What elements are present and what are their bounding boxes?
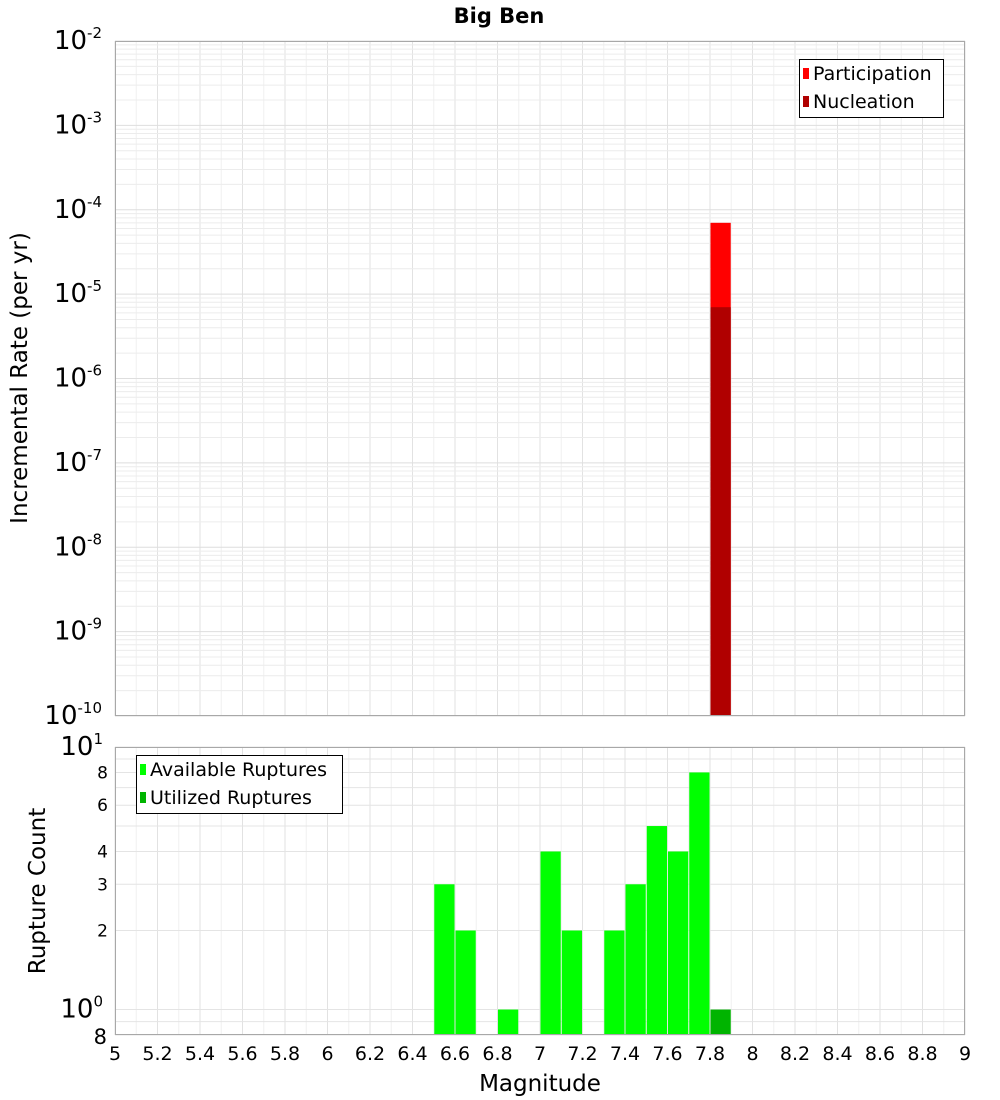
x-tick-label: 7.6 — [652, 1043, 682, 1065]
y-tick-label: 8 — [97, 763, 108, 783]
y-tick-label: 10-3 — [54, 108, 102, 140]
top-y-axis-label: Incremental Rate (per yr) — [7, 232, 33, 524]
y-tick-label: 10-9 — [54, 615, 102, 647]
x-tick-label: 6.6 — [440, 1043, 470, 1065]
y-tick-label: 10-4 — [54, 193, 102, 225]
x-tick-label: 5.2 — [142, 1043, 172, 1065]
y-tick-label: 10-7 — [54, 446, 102, 478]
legend-label: Participation — [813, 63, 932, 85]
bar-nucleation — [710, 307, 731, 716]
y-tick-label: 2 — [97, 922, 108, 942]
x-tick-label: 8.6 — [865, 1043, 895, 1065]
legend-label: Available Ruptures — [150, 759, 327, 781]
legend-box — [136, 755, 343, 814]
x-tick-label: 6.4 — [397, 1043, 427, 1065]
x-tick-label: 8.8 — [907, 1043, 937, 1065]
bar-available-ruptures — [540, 851, 561, 1035]
x-tick-label: 9 — [959, 1043, 971, 1065]
y-tick-label: 10-6 — [54, 362, 102, 394]
bar-available-ruptures — [498, 1009, 519, 1035]
bar-available-ruptures — [561, 930, 582, 1035]
legend-swatch — [803, 68, 809, 79]
legend-swatch — [803, 96, 809, 107]
x-tick-label: 7.2 — [567, 1043, 597, 1065]
x-tick-label: 5.4 — [185, 1043, 215, 1065]
y-tick-label: 10-10 — [44, 699, 102, 731]
bar-available-ruptures — [668, 851, 689, 1035]
x-axis-label: Magnitude — [479, 1071, 601, 1097]
legend-label: Nucleation — [813, 91, 915, 113]
x-tick-label: 5.6 — [227, 1043, 257, 1065]
bottom-y-axis-label: Rupture Count — [25, 808, 51, 974]
bar-available-ruptures — [455, 930, 476, 1035]
y-tick-label: 3 — [97, 875, 108, 895]
y-tick-label: 100 — [60, 993, 103, 1025]
x-tick-label: 7 — [534, 1043, 546, 1065]
bar-available-ruptures — [604, 930, 625, 1035]
bar-available-ruptures — [434, 884, 455, 1035]
y-tick-label: 4 — [97, 842, 108, 862]
legend-label: Utilized Ruptures — [150, 787, 312, 809]
top-plot-area: 10-10 10-9 10-8 10-7 10-6 10-5 10-4 10-3 10-2 Par… — [44, 24, 966, 731]
x-tick-label: 6 — [321, 1043, 333, 1065]
x-tick-label: 7.4 — [610, 1043, 640, 1065]
bottom-legend: Available Ruptures Utilized Ruptures — [136, 755, 343, 814]
top-legend: Participation Nucleation — [799, 59, 944, 118]
y-tick-label: 6 — [97, 796, 108, 816]
bar-utilized-ruptures — [710, 1009, 731, 1035]
top-plot-border — [115, 41, 965, 716]
legend-swatch — [140, 792, 146, 803]
y-tick-label: 10-5 — [54, 277, 102, 309]
legend-box — [799, 59, 944, 118]
x-tick-label: 8.2 — [780, 1043, 810, 1065]
bottom-plot-border — [115, 747, 965, 1035]
x-tick-label: 8 — [746, 1043, 758, 1065]
y-tick-label-bottom: 8 — [94, 1025, 107, 1049]
legend-swatch — [140, 764, 146, 775]
bar-available-ruptures — [646, 826, 667, 1035]
y-tick-label: 101 — [60, 730, 103, 762]
x-tick-label: 5.8 — [270, 1043, 300, 1065]
y-tick-label: 10-2 — [54, 24, 102, 56]
bar-available-ruptures — [625, 884, 646, 1035]
x-tick-label: 6.2 — [355, 1043, 385, 1065]
x-tick-label: 7.8 — [695, 1043, 725, 1065]
y-tick-label: 10-8 — [54, 530, 102, 562]
bar-available-ruptures — [689, 772, 710, 1035]
x-tick-label: 8.4 — [822, 1043, 852, 1065]
x-tick-label: 6.8 — [482, 1043, 512, 1065]
chart-title: Big Ben — [454, 4, 545, 28]
x-tick-label: 5 — [109, 1043, 121, 1065]
